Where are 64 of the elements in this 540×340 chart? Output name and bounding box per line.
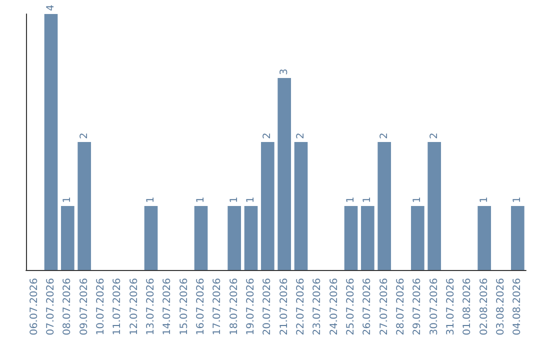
x-tick-label: 01.08.2026 bbox=[462, 278, 474, 336]
bar bbox=[78, 142, 91, 270]
x-tick-label: 11.07.2026 bbox=[112, 278, 124, 336]
x-tick-label: 14.07.2026 bbox=[162, 278, 174, 336]
x-tick-label: 08.07.2026 bbox=[62, 278, 74, 336]
data-label: 1 bbox=[246, 196, 256, 203]
data-label: 1 bbox=[346, 196, 356, 203]
data-label: 2 bbox=[78, 132, 90, 139]
data-label: 1 bbox=[146, 196, 156, 203]
x-tick-label: 12.07.2026 bbox=[128, 278, 140, 336]
bar bbox=[228, 206, 241, 270]
data-label: 4 bbox=[46, 4, 56, 11]
bar bbox=[261, 142, 274, 270]
x-tick-label: 02.08.2026 bbox=[478, 278, 490, 336]
bar bbox=[511, 206, 524, 270]
bar bbox=[44, 14, 58, 270]
bar bbox=[428, 142, 441, 270]
x-tick-label: 26.07.2026 bbox=[362, 278, 374, 336]
bar bbox=[361, 206, 374, 270]
x-tick-label: 09.07.2026 bbox=[78, 278, 90, 336]
bar bbox=[478, 206, 491, 270]
x-tick-label: 23.07.2026 bbox=[312, 278, 324, 336]
x-tick-label: 19.07.2026 bbox=[246, 278, 256, 336]
x-tick-label: 31.07.2026 bbox=[446, 278, 456, 336]
data-label: 1 bbox=[62, 196, 74, 203]
x-tick-label: 22.07.2026 bbox=[296, 278, 306, 336]
data-label: 1 bbox=[512, 196, 524, 203]
bar bbox=[194, 206, 208, 270]
x-tick-label: 30.07.2026 bbox=[428, 278, 440, 336]
bar bbox=[144, 206, 158, 270]
x-tick-label: 18.07.2026 bbox=[228, 278, 240, 336]
data-label: 2 bbox=[428, 132, 440, 139]
x-tick-label: 07.07.2026 bbox=[46, 278, 56, 336]
data-label: 3 bbox=[278, 68, 290, 75]
x-tick-label: 03.08.2026 bbox=[496, 278, 506, 336]
x-tick-label: 29.07.2026 bbox=[412, 278, 424, 336]
x-tick-label: 17.07.2026 bbox=[212, 278, 224, 336]
data-label: 2 bbox=[378, 132, 390, 139]
bar bbox=[344, 206, 358, 270]
bar bbox=[244, 206, 258, 270]
x-tick-label: 28.07.2026 bbox=[396, 278, 406, 336]
bar bbox=[278, 78, 291, 270]
data-label: 1 bbox=[362, 196, 374, 203]
data-label: 1 bbox=[412, 196, 424, 203]
x-tick-label: 20.07.2026 bbox=[262, 278, 274, 336]
x-tick-label: 10.07.2026 bbox=[96, 278, 106, 336]
data-label: 2 bbox=[296, 132, 306, 139]
x-tick-label: 24.07.2026 bbox=[328, 278, 340, 336]
x-tick-label: 13.07.2026 bbox=[146, 278, 156, 336]
data-label: 1 bbox=[478, 196, 490, 203]
data-label: 1 bbox=[228, 196, 240, 203]
bar bbox=[411, 206, 424, 270]
x-tick-label: 06.07.2026 bbox=[28, 278, 40, 336]
x-tick-label: 21.07.2026 bbox=[278, 278, 290, 336]
x-tick-label: 16.07.2026 bbox=[196, 278, 206, 336]
bar bbox=[378, 142, 391, 270]
x-tick-label: 25.07.2026 bbox=[346, 278, 356, 336]
bar bbox=[294, 142, 308, 270]
data-label: 2 bbox=[262, 132, 274, 139]
x-tick-label: 15.07.2026 bbox=[178, 278, 190, 336]
bar bbox=[61, 206, 74, 270]
x-tick-label: 04.08.2026 bbox=[512, 278, 524, 336]
data-label: 1 bbox=[196, 196, 206, 203]
x-tick-label: 27.07.2026 bbox=[378, 278, 390, 336]
